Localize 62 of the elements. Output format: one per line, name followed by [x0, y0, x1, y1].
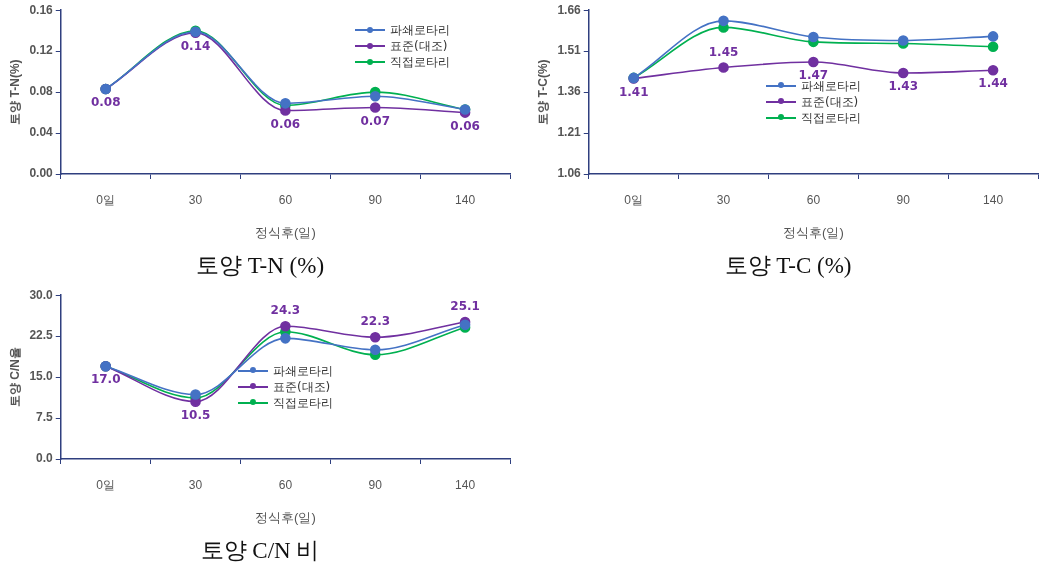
x-tick-label: 30 [188, 477, 203, 492]
y-axis-title: 토양 T-C(%) [535, 59, 550, 125]
data-label: 0.08 [90, 95, 121, 110]
legend-label: 파쇄로타리 [272, 362, 333, 379]
data-label: 24.3 [270, 303, 301, 318]
x-tick-label: 30 [188, 192, 203, 207]
y-tick-label: 0.08 [29, 84, 54, 99]
data-label: 25.1 [450, 299, 480, 314]
y-tick-label: 0.12 [29, 43, 54, 58]
y-tick-label: 22.5 [29, 328, 54, 343]
legend-label: 직접로타리 [800, 109, 861, 126]
x-tick-label: 90 [368, 192, 383, 207]
x-tick-label: 60 [806, 192, 821, 207]
data-label: 1.41 [618, 84, 649, 99]
data-label: 17.0 [90, 372, 121, 387]
data-label: 1.45 [708, 44, 739, 59]
x-tick-label: 60 [278, 477, 293, 492]
y-tick-label: 0.0 [36, 451, 54, 466]
legend-label: 표준(대조) [272, 378, 331, 395]
y-tick-label: 1.51 [557, 43, 582, 58]
data-label: 1.43 [888, 79, 919, 94]
x-tick-label: 30 [716, 192, 731, 207]
x-tick-label: 0일 [96, 477, 116, 492]
data-label: 0.06 [270, 116, 301, 131]
y-tick-label: 30.0 [29, 287, 54, 302]
legend-label: 파쇄로타리 [390, 22, 450, 39]
legend-label: 표준(대조) [800, 93, 859, 110]
data-label: 0.07 [360, 113, 391, 128]
y-tick-label: 0.04 [29, 125, 54, 140]
y-tick-label: 0.16 [29, 2, 54, 17]
x-tick-label: 60 [278, 192, 293, 207]
x-tick-label: 140 [983, 192, 1004, 207]
y-tick-label: 1.36 [557, 84, 582, 99]
y-axis-title: 토양 C/N율 [7, 347, 22, 408]
text: 토양 C/N 비 [199, 537, 321, 565]
y-axis-title: 토양 T-N(%) [7, 59, 22, 125]
x-tick-label: 90 [368, 477, 383, 492]
x-axis-title: 정식후(일) [783, 224, 844, 240]
data-label: 0.06 [450, 118, 480, 133]
data-label: 10.5 [180, 407, 211, 422]
x-axis-title: 정식후(일) [255, 509, 316, 525]
data-label: 1.44 [978, 76, 1008, 91]
x-tick-label: 90 [896, 192, 911, 207]
x-tick-label: 0일 [96, 192, 116, 207]
data-label: 22.3 [360, 314, 391, 329]
y-tick-label: 15.0 [29, 369, 54, 384]
x-axis-title: 정식후(일) [255, 224, 316, 240]
x-tick-label: 140 [455, 192, 476, 207]
y-tick-label: 0.00 [29, 166, 54, 181]
x-tick-label: 0일 [624, 192, 644, 207]
legend-label: 직접로타리 [272, 394, 333, 411]
y-tick-label: 1.66 [557, 2, 582, 17]
y-tick-label: 1.21 [557, 125, 582, 140]
y-tick-label: 7.5 [36, 410, 54, 425]
text: 토양 T-N (%) [194, 252, 326, 280]
x-tick-label: 140 [455, 477, 476, 492]
data-label: 0.14 [180, 38, 211, 53]
legend-label: 직접로타리 [390, 54, 450, 71]
y-tick-label: 1.06 [557, 166, 582, 181]
legend-label: 표준(대조) [390, 38, 448, 55]
legend-label: 파쇄로타리 [800, 78, 861, 94]
text: 토양 T-C (%) [723, 252, 853, 280]
